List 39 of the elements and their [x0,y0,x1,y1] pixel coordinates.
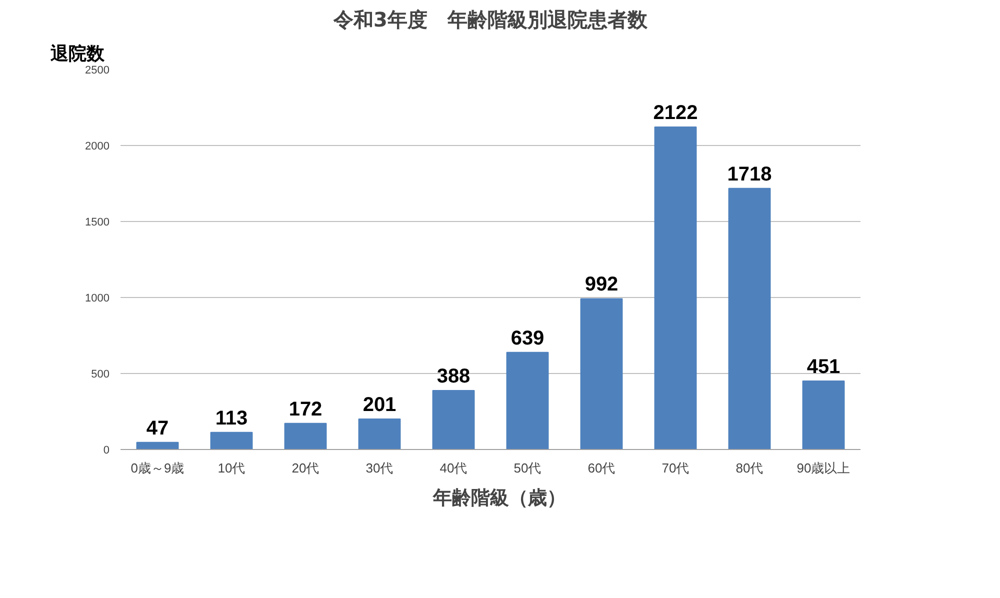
bar [654,126,697,450]
x-tick-label: 20代 [292,460,320,476]
x-tick-label: 10代 [218,460,246,476]
text: 年齢階級（歳） [433,487,566,511]
x-tick-label: 90歳以上 [796,460,850,476]
x-tick-label: 30代 [366,460,394,476]
y-tick-label: 2000 [85,140,110,152]
x-tick-label: 70代 [662,460,690,476]
y-axis-title: 退院数 [50,44,106,64]
data-label: 201 [362,394,396,416]
y-tick-label: 2500 [85,64,110,76]
x-tick-label: 40代 [440,460,468,476]
data-label: 47 [146,417,169,440]
bar [506,352,549,450]
data-label: 172 [288,398,322,420]
data-label: 2122 [653,102,698,124]
x-tick-label: 0歳～9歳 [130,460,184,476]
data-label: 451 [806,356,840,378]
data-label: 639 [510,327,544,350]
bar [210,432,253,450]
data-label: 992 [584,274,618,296]
y-tick-label: 1500 [85,216,110,228]
y-tick-label: 1000 [85,292,110,304]
bar [284,422,327,450]
bar [580,298,623,450]
x-tick-label: 50代 [514,460,542,476]
data-label: 1718 [727,163,772,186]
y-tick-label: 500 [91,368,110,380]
x-tick-label: 60代 [588,460,616,476]
chart-title: 令和3年度 年齢階級別退院患者数 [332,8,648,32]
data-label: 388 [436,366,470,388]
x-tick-label: 80代 [736,460,764,476]
bar [728,188,771,450]
bar [358,418,401,450]
bar [802,380,845,450]
y-tick-label: 0 [103,444,110,456]
bar [136,442,179,450]
data-label: 113 [215,407,248,430]
bar [432,390,475,450]
